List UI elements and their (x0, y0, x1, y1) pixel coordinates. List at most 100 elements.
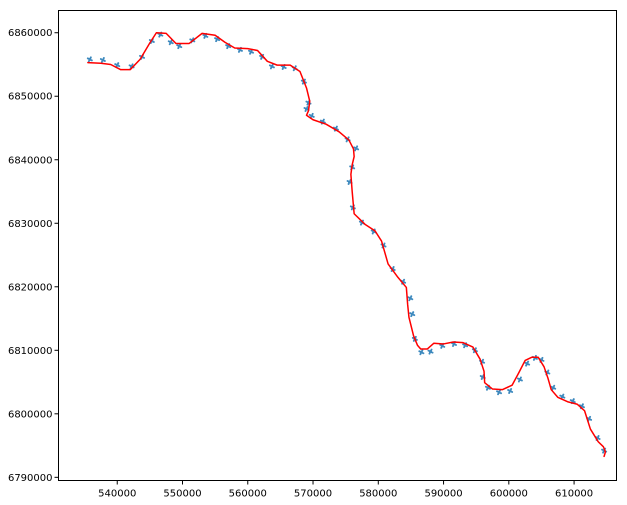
scatter-point (472, 351, 475, 354)
scatter-point (354, 149, 357, 152)
scatter-point (410, 295, 413, 298)
scatter-point (590, 418, 593, 421)
scatter-point (90, 59, 93, 62)
scatter-point (443, 345, 446, 348)
scatter-point (480, 377, 483, 380)
scatter-point (496, 390, 499, 393)
scatter-point (284, 67, 287, 70)
scatter-point (158, 35, 161, 38)
scatter-point (479, 374, 482, 377)
scatter-point (269, 67, 272, 70)
scatter-point (168, 43, 171, 46)
scatter-point (311, 112, 314, 115)
scatter-point (294, 65, 297, 68)
scatter-point (214, 37, 217, 40)
scatter-point (482, 358, 485, 361)
y-tick-label: 6790000 (8, 473, 53, 484)
scatter-point (303, 106, 306, 109)
scatter-point (371, 232, 374, 235)
scatter-point (249, 50, 253, 54)
scatter-point (350, 208, 353, 211)
scatter-point (409, 312, 412, 315)
scatter-point (384, 245, 387, 248)
scatter-point (282, 65, 286, 69)
scatter-point (203, 36, 206, 39)
scatter-point (303, 78, 306, 81)
scatter-point (511, 390, 514, 393)
scatter-point (427, 349, 430, 352)
scatter-point (534, 354, 537, 357)
scatter-point (152, 40, 155, 43)
scatter-point (554, 387, 557, 390)
scatter-point (306, 103, 309, 106)
y-tick-label: 6810000 (8, 346, 53, 357)
scatter-point (225, 44, 228, 47)
scatter-point (410, 312, 414, 316)
scatter-point (131, 63, 134, 66)
scatter-point (528, 363, 531, 366)
scatter-point (349, 205, 352, 208)
scatter-point (237, 50, 240, 53)
x-tick-label: 610000 (555, 489, 593, 500)
scatter-point (370, 229, 373, 232)
scatter-point (551, 386, 555, 390)
scatter-point (520, 379, 523, 382)
scatter-point (167, 40, 170, 43)
x-tick-label: 540000 (98, 489, 136, 500)
scatter-point (569, 399, 572, 402)
scatter-point (411, 298, 414, 301)
scatter-point (463, 346, 466, 349)
y-tick-label: 6830000 (8, 219, 53, 230)
scatter-point (176, 44, 179, 47)
y-tick-label: 6820000 (8, 282, 53, 293)
series-layer (86, 31, 608, 458)
scatter-point (532, 358, 535, 361)
y-tick-label: 6840000 (8, 155, 53, 166)
scatter-point (115, 63, 119, 67)
scatter-point (474, 347, 477, 350)
x-tick-label: 590000 (424, 489, 462, 500)
scatter-point (259, 54, 262, 57)
y-axis: 6790000 6800000 6810000 6820000 6830000 68400… (8, 28, 59, 484)
scatter-point (572, 398, 575, 401)
scatter-point (171, 42, 174, 45)
scatter-point (347, 136, 350, 139)
scatter-point (507, 388, 510, 391)
scatter-point (452, 342, 456, 346)
scatter-point (454, 343, 457, 346)
scatter-point (517, 380, 520, 383)
scatter-point (412, 311, 415, 314)
scatter-point (525, 364, 528, 367)
scatter-point (114, 63, 117, 66)
scatter-point (118, 65, 121, 68)
scatter-point (508, 391, 511, 394)
scatter-point (103, 60, 106, 63)
scatter-point (249, 52, 252, 55)
scatter-point (215, 37, 219, 41)
scatter-point (408, 296, 412, 300)
scatter-point (466, 345, 469, 348)
scatter-point (598, 437, 601, 440)
scatter-point (419, 350, 423, 354)
scatter-point (597, 434, 600, 437)
scatter-point (89, 56, 92, 59)
scatter-point (411, 336, 414, 339)
scatter-point (412, 339, 415, 342)
scatter-point (117, 62, 120, 65)
scatter-point (518, 377, 522, 382)
scatter-point (193, 40, 196, 43)
scatter-point (158, 33, 162, 37)
scatter-point (408, 299, 411, 302)
scatter-point (414, 335, 417, 338)
scatter-point (418, 350, 421, 353)
scatter-point (428, 349, 433, 354)
y-tick-label: 6850000 (8, 92, 53, 103)
scatter-point (571, 399, 575, 403)
scatter-point (451, 344, 454, 347)
scatter-point (587, 417, 591, 421)
scatter-point (322, 118, 325, 121)
scatter-point (356, 145, 359, 148)
scatter-point (335, 125, 338, 128)
scatter-point (527, 360, 530, 363)
scatter-point (525, 362, 529, 366)
